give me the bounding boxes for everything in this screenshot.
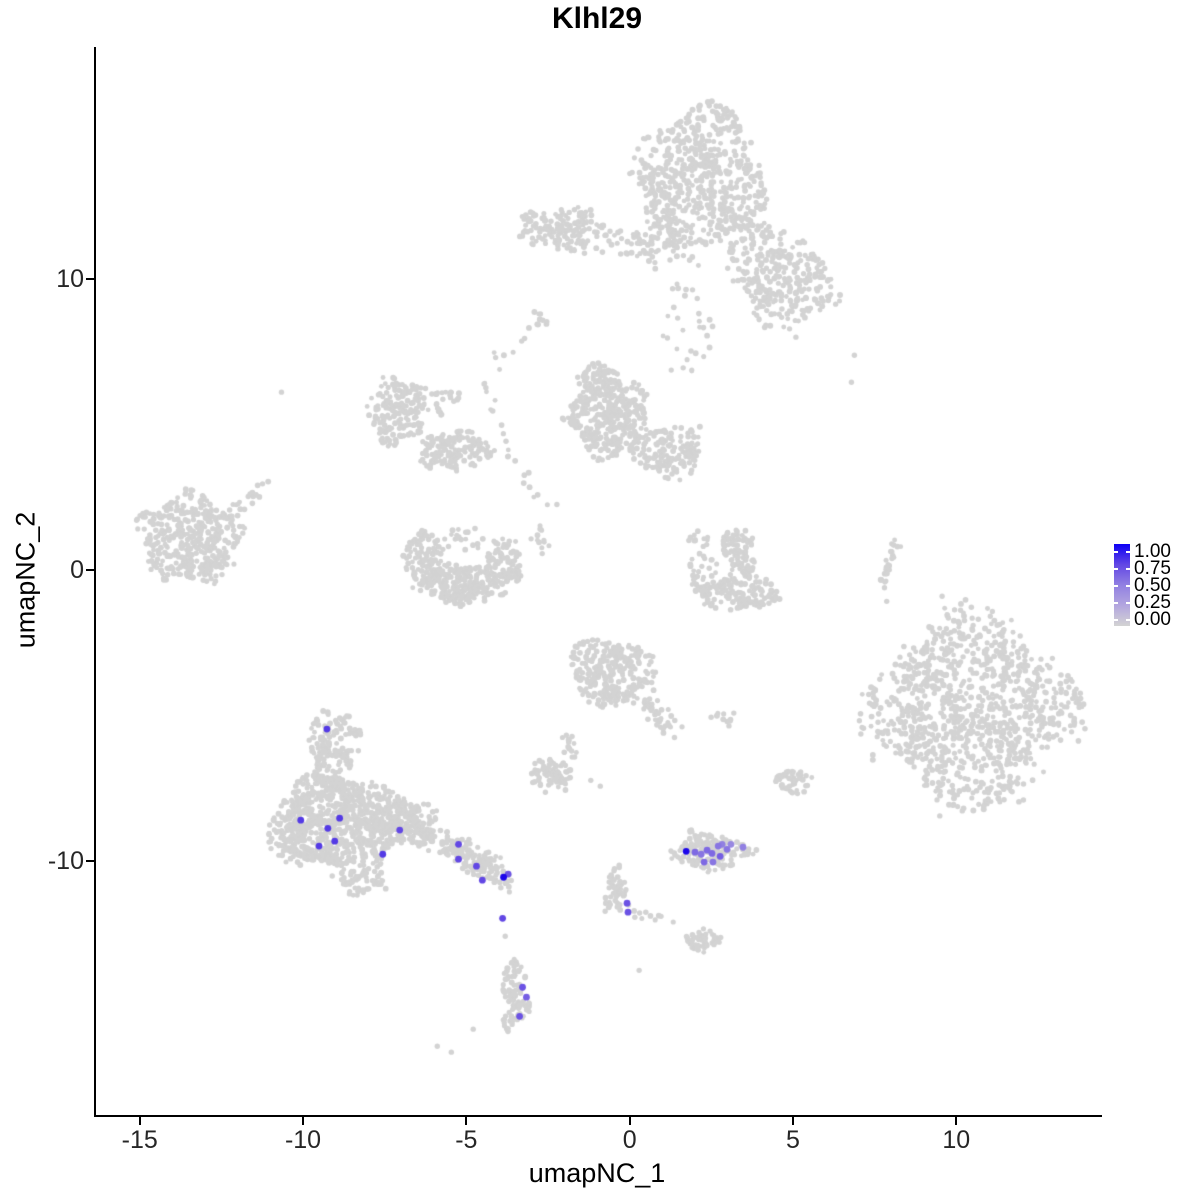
x-tick-label: -15 (121, 1126, 158, 1154)
y-tick-label: -10 (47, 847, 84, 876)
x-tick-label: 0 (622, 1126, 637, 1154)
x-tick-mark (138, 1117, 141, 1125)
x-axis-title: umapNC_1 (528, 1158, 666, 1188)
x-tick-mark (791, 1117, 794, 1125)
legend-tick-notch (1126, 551, 1130, 553)
legend-tick-notch (1126, 602, 1130, 604)
x-tick-mark (628, 1117, 631, 1125)
legend-tick-notch (1114, 619, 1118, 621)
legend-tick-notch (1126, 619, 1130, 621)
legend-tick-label: 0.25 (1134, 592, 1171, 613)
x-tick-mark (955, 1117, 958, 1125)
y-tick-mark (86, 569, 94, 572)
legend-tick-notch (1114, 551, 1118, 553)
legend-tick-notch (1114, 585, 1118, 587)
legend-tick-label: 1.00 (1134, 541, 1171, 562)
y-tick-label: 10 (56, 265, 84, 294)
y-tick-label: 0 (70, 556, 84, 585)
plot-panel (94, 47, 1102, 1117)
x-tick-mark (465, 1117, 468, 1125)
y-tick-mark (86, 278, 94, 281)
x-tick-label: -10 (284, 1126, 322, 1154)
legend-gradient-bar (1114, 544, 1130, 626)
legend-tick-notch (1126, 568, 1130, 570)
legend-tick-notch (1114, 602, 1118, 604)
legend-tick-notch (1126, 585, 1130, 587)
x-tick-label: -5 (455, 1126, 478, 1154)
legend-tick-notch (1114, 568, 1118, 570)
y-axis-title: umapNC_2 (10, 511, 41, 649)
legend-tick-label: 0.75 (1134, 558, 1171, 579)
x-tick-label: 10 (942, 1126, 971, 1154)
x-tick-mark (302, 1117, 305, 1125)
legend-tick-label: 0.50 (1134, 575, 1171, 596)
legend-tick-label: 0.00 (1134, 609, 1171, 630)
y-tick-mark (86, 860, 94, 863)
x-tick-label: 5 (786, 1126, 800, 1154)
